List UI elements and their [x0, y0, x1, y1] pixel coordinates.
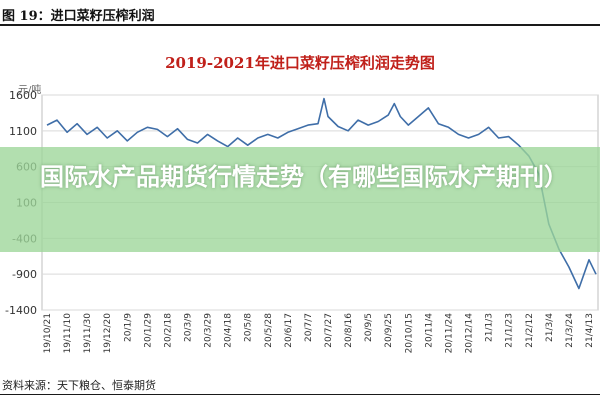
x-tick-label: 21/3/4: [545, 313, 555, 342]
x-tick-label: 20/7/27: [324, 313, 334, 348]
x-tick-label: 20/5/8: [244, 313, 254, 342]
x-tick-label: 20/12/14: [465, 313, 475, 354]
x-tick-label: 19/12/20: [103, 313, 113, 354]
x-tick-label: 20/9/25: [384, 313, 394, 348]
y-tick-label: -1400: [5, 304, 37, 317]
chart-title: 2019-2021年进口菜籽压榨利润走势图: [165, 54, 435, 72]
x-tick-label: 20/9/5: [364, 313, 374, 342]
figure-header: 图 19：进口菜籽压榨利润: [0, 0, 600, 26]
x-tick-label: 20/10/15: [404, 313, 414, 353]
x-tick-label: 21/3/24: [565, 313, 575, 348]
series-line: [46, 97, 597, 290]
x-tick-label: 20/7/7: [304, 313, 314, 342]
x-tick-label: 20/6/17: [284, 313, 294, 348]
x-tick-label: 21/1/3: [485, 313, 495, 342]
x-tick-label: 20/11/24: [444, 313, 454, 354]
x-tick-label: 20/4/18: [224, 313, 234, 348]
y-axis-unit: 元/吨: [18, 85, 42, 96]
x-tick-label: 19/11/30: [83, 313, 93, 354]
x-tick-label: 19/11/10: [63, 313, 73, 354]
x-tick-label: 21/1/23: [505, 313, 515, 348]
y-tick-label: -900: [12, 268, 37, 281]
banner-text: 国际水产品期货行情走势（有哪些国际水产期刊）: [40, 163, 568, 191]
x-tick-label: 20/2/18: [163, 313, 173, 348]
overlay-banner: 国际水产品期货行情走势（有哪些国际水产期刊）: [0, 147, 600, 252]
x-tick-label: 21/2/12: [525, 313, 535, 348]
source-note: 资料来源：天下粮仓、恒泰期货: [2, 379, 156, 392]
x-tick-label: 20/3/29: [204, 313, 214, 348]
series-layer: [46, 97, 597, 290]
y-tick-label: 1100: [9, 125, 37, 138]
x-tick-label: 20/5/28: [264, 313, 274, 348]
figure-label: 图 19：进口菜籽压榨利润: [2, 9, 155, 24]
x-tick-label: 20/1/29: [143, 313, 153, 348]
y-tick-label: 1600: [9, 89, 37, 102]
x-tick-label: 21/4/13: [585, 313, 595, 348]
x-tick-label: 20/11/4: [424, 313, 434, 348]
x-tick-label: 19/10/21: [43, 313, 53, 353]
bottom-rule: [0, 394, 600, 395]
x-axis-ticks: 19/10/21 19/11/10 19/11/30 19/12/20 20/1/9 20…: [43, 313, 595, 354]
x-tick-label: 20/8/16: [344, 313, 354, 348]
x-tick-label: 20/3/9: [184, 313, 194, 342]
x-tick-label: 20/1/9: [123, 313, 133, 342]
